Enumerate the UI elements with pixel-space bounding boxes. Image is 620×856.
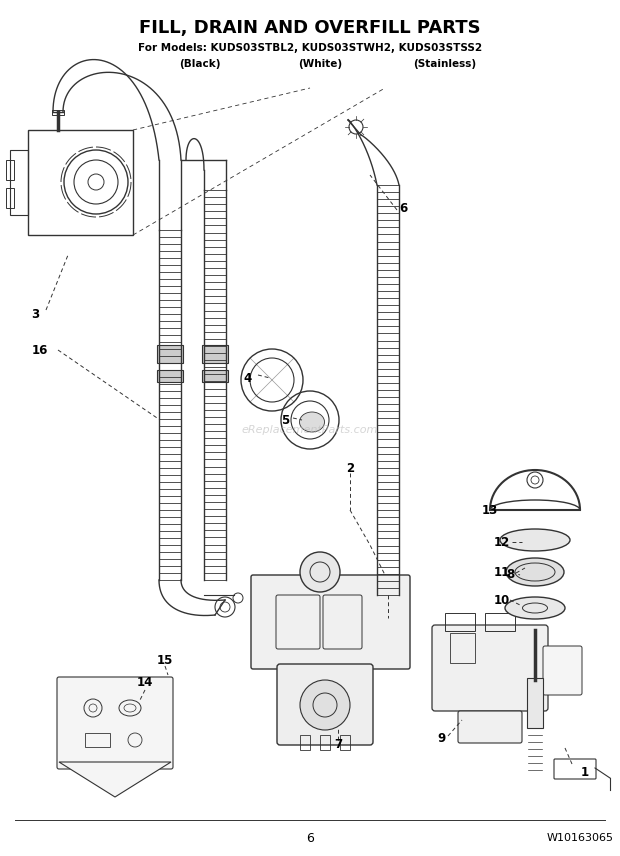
Polygon shape <box>59 762 171 797</box>
Text: 6: 6 <box>306 831 314 845</box>
Text: 4: 4 <box>244 372 252 384</box>
Text: 7: 7 <box>334 739 342 752</box>
Bar <box>85 733 110 747</box>
Ellipse shape <box>299 412 324 432</box>
Bar <box>157 370 183 382</box>
Text: 16: 16 <box>32 343 48 356</box>
Bar <box>527 678 543 728</box>
Bar <box>450 633 475 663</box>
Bar <box>157 345 183 363</box>
Ellipse shape <box>500 529 570 551</box>
Bar <box>10 150 28 215</box>
Text: 6: 6 <box>399 201 407 215</box>
Text: (Black): (Black) <box>179 59 221 69</box>
Bar <box>445 613 475 631</box>
FancyBboxPatch shape <box>57 677 173 769</box>
Bar <box>202 370 228 382</box>
Ellipse shape <box>506 558 564 586</box>
Text: 15: 15 <box>157 653 173 667</box>
Text: For Models: KUDS03STBL2, KUDS03STWH2, KUDS03STSS2: For Models: KUDS03STBL2, KUDS03STWH2, KU… <box>138 43 482 53</box>
Bar <box>6 188 14 208</box>
Text: (White): (White) <box>298 59 342 69</box>
Bar <box>485 613 515 631</box>
Text: 3: 3 <box>31 308 39 322</box>
FancyBboxPatch shape <box>458 711 522 743</box>
FancyBboxPatch shape <box>277 664 373 745</box>
Text: 14: 14 <box>137 676 153 689</box>
FancyBboxPatch shape <box>251 575 410 669</box>
Text: 12: 12 <box>494 536 510 549</box>
Text: 8: 8 <box>506 568 514 581</box>
FancyBboxPatch shape <box>543 646 582 695</box>
Circle shape <box>300 552 340 592</box>
Bar <box>340 735 350 750</box>
FancyBboxPatch shape <box>432 625 548 711</box>
Text: 1: 1 <box>581 766 589 780</box>
Text: 5: 5 <box>281 413 289 426</box>
Text: FILL, DRAIN AND OVERFILL PARTS: FILL, DRAIN AND OVERFILL PARTS <box>139 19 481 37</box>
Circle shape <box>300 680 350 730</box>
Bar <box>202 345 228 363</box>
Bar <box>52 110 64 115</box>
Bar <box>28 130 133 235</box>
Text: 9: 9 <box>438 732 446 745</box>
Text: 2: 2 <box>346 461 354 474</box>
Text: (Stainless): (Stainless) <box>414 59 477 69</box>
Bar <box>300 735 310 750</box>
Text: eReplacementParts.com: eReplacementParts.com <box>242 425 378 435</box>
Text: W10163065: W10163065 <box>546 833 614 843</box>
Bar <box>320 735 330 750</box>
Text: 10: 10 <box>494 593 510 607</box>
Bar <box>6 160 14 180</box>
Text: 11: 11 <box>494 566 510 579</box>
Text: 13: 13 <box>482 503 498 516</box>
Ellipse shape <box>505 597 565 619</box>
